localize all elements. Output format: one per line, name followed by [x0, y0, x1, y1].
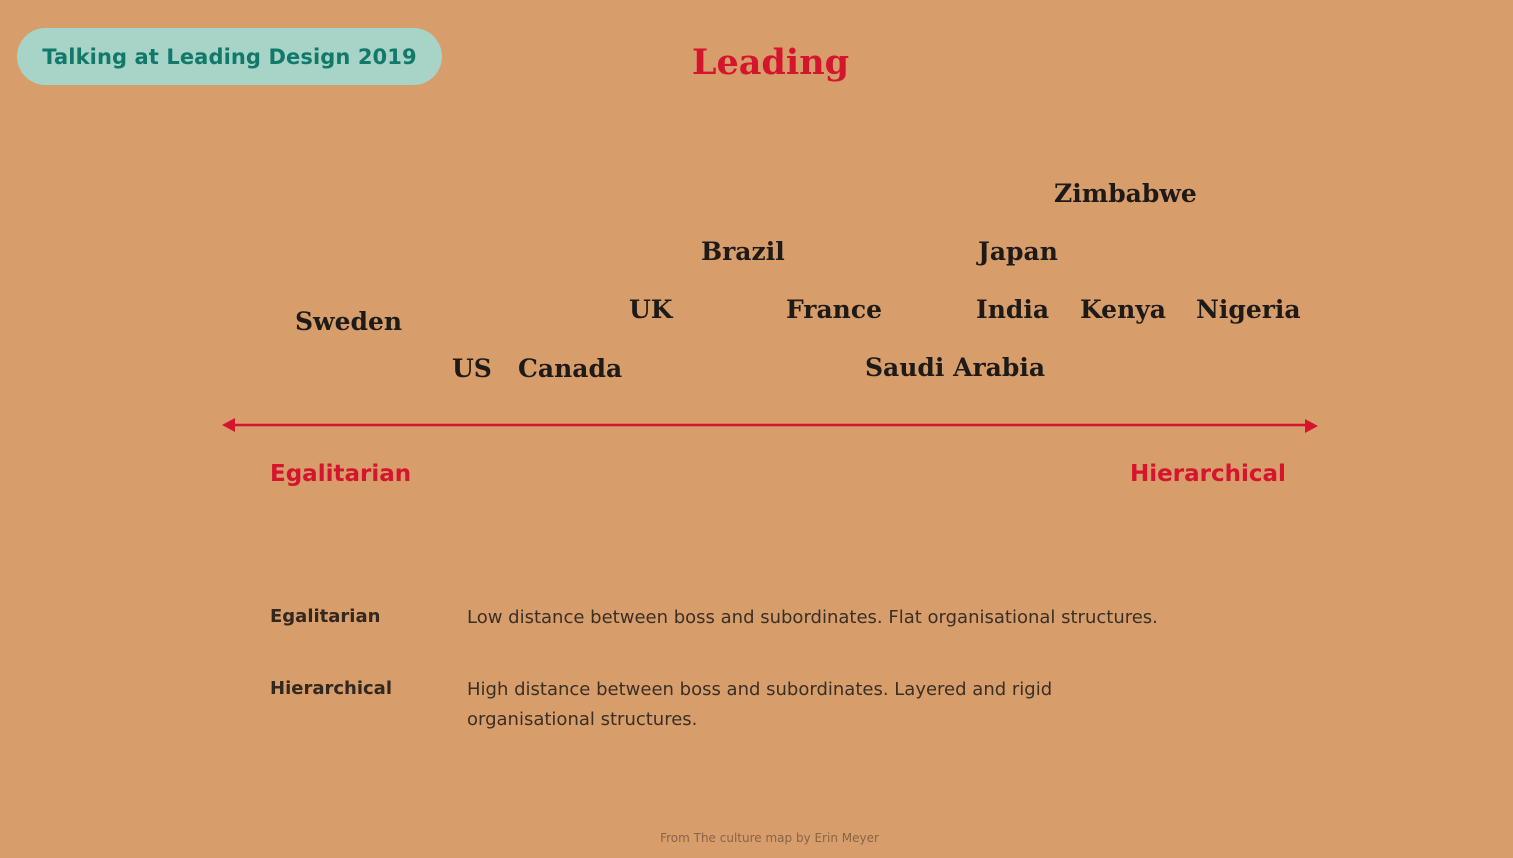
country-label: Kenya — [1080, 295, 1166, 324]
hierarchical-pole-label: Hierarchical — [1130, 461, 1286, 487]
egalitarian-pole-label: Egalitarian — [270, 461, 412, 487]
country-label: US — [452, 354, 492, 383]
definition-term: Egalitarian — [270, 606, 381, 627]
definition-text: Low distance between boss and subordinat… — [467, 607, 1158, 628]
right-arrow-icon — [1305, 419, 1318, 433]
definition-text: High distance between boss and subordina… — [467, 679, 1053, 730]
country-label: France — [786, 295, 882, 324]
country-label: Canada — [518, 354, 623, 383]
country-label: Japan — [978, 237, 1058, 266]
scale-axis — [222, 418, 1318, 433]
country-label: Saudi Arabia — [865, 353, 1046, 382]
event-badge-label: Talking at Leading Design 2019 — [42, 44, 417, 69]
country-label: Sweden — [295, 307, 403, 336]
left-arrow-icon — [222, 418, 235, 432]
country-label: Nigeria — [1196, 295, 1301, 324]
country-label: UK — [629, 295, 673, 324]
definition-term: Hierarchical — [270, 678, 392, 699]
source-credit: From The culture map by Erin Meyer — [660, 831, 879, 845]
event-badge: Talking at Leading Design 2019 — [17, 28, 442, 85]
country-label: Brazil — [701, 237, 785, 266]
country-label: Zimbabwe — [1054, 179, 1197, 208]
slide-title: Leading — [691, 42, 850, 83]
country-label: India — [976, 295, 1050, 324]
